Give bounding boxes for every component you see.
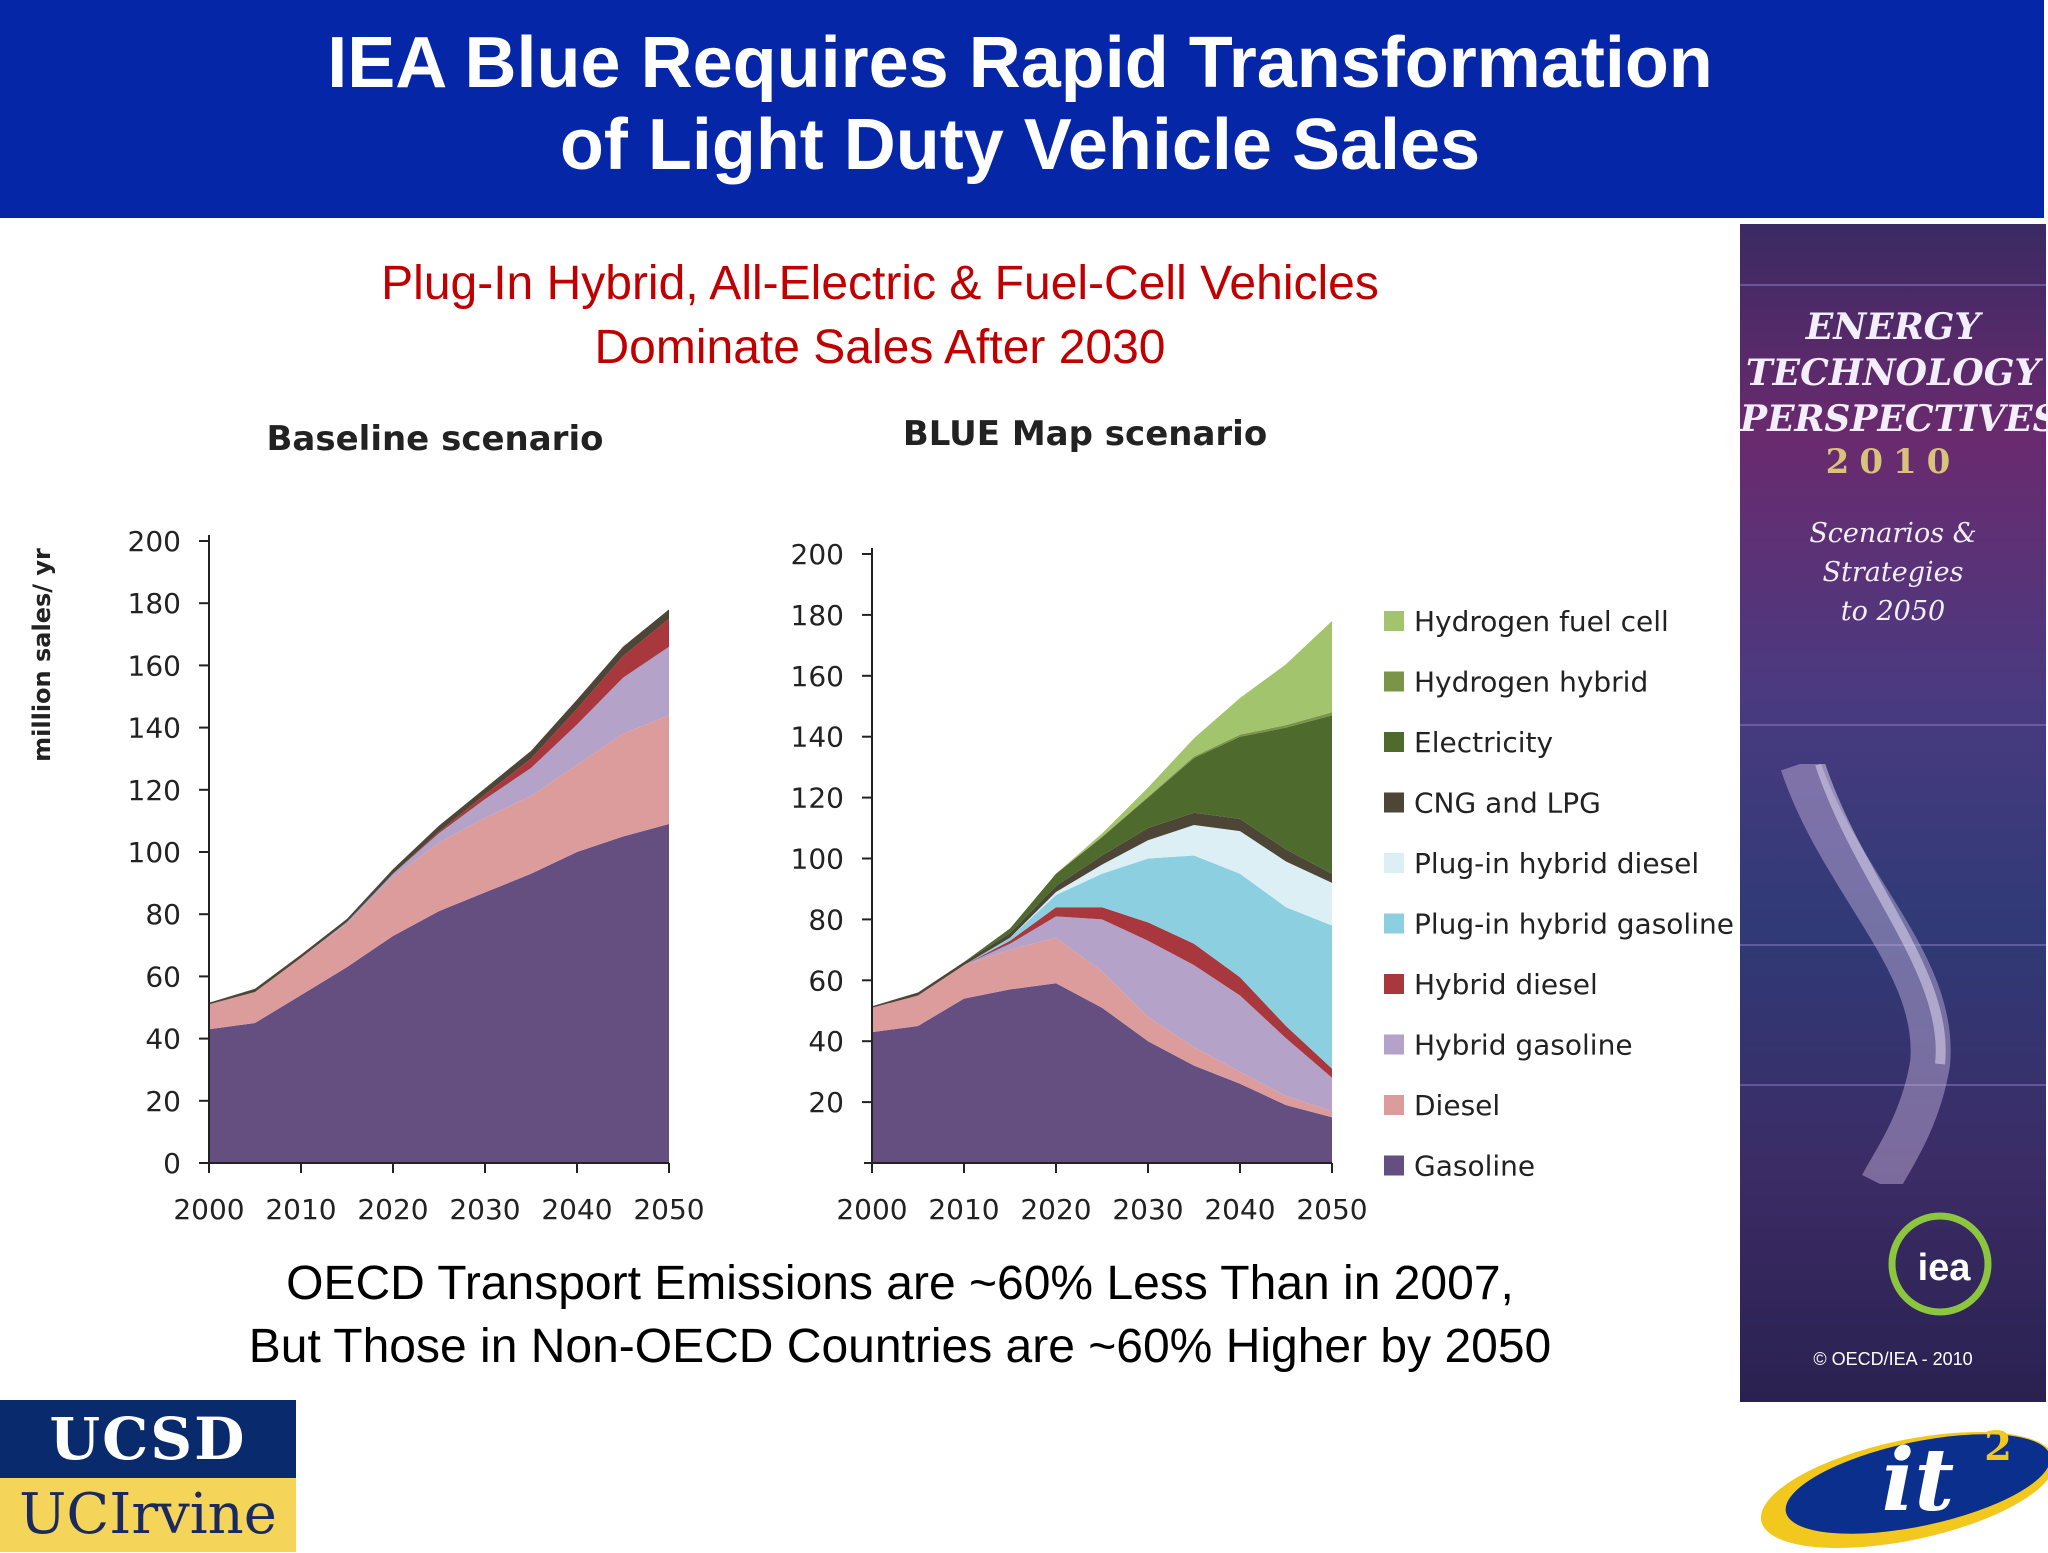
- legend-label-plug-in-hybrid-gasoline: Plug-in hybrid gasoline: [1414, 908, 1734, 941]
- legend-swatch-gasoline: [1384, 1155, 1404, 1176]
- x-tick-label-2000-chart1: 2000: [173, 1193, 244, 1226]
- y-axis-label: million sales/ yr: [28, 548, 56, 762]
- y-tick-label-200-chart1: 200: [128, 525, 181, 558]
- slide-title: IEA Blue Requires Rapid Transformation o…: [40, 22, 2000, 186]
- y-tick-label-120-chart2: 120: [791, 782, 844, 815]
- legend-swatch-hydrogen-fuel-cell: [1384, 611, 1404, 631]
- x-tick-label-2040-chart1: 2040: [541, 1193, 612, 1226]
- y-tick-label-200-chart2: 200: [791, 538, 844, 571]
- legend-swatch-plug-in-hybrid-diesel: [1384, 853, 1404, 873]
- area-hybrid-diesel-chart1: [209, 618, 669, 1005]
- x-tick-label-2050-chart2: 2050: [1296, 1193, 1367, 1226]
- legend-label-plug-in-hybrid-diesel: Plug-in hybrid diesel: [1414, 847, 1699, 880]
- cover-subtitle-line-1: Scenarios &: [1809, 518, 1977, 549]
- area-plug-in-hybrid-gasoline-chart2: [872, 855, 1332, 1069]
- cover-copyright: © OECD/IEA - 2010: [1813, 1349, 1973, 1369]
- cover-title-line-3: PERSPECTIVES: [1740, 398, 2046, 440]
- legend-label-hybrid-gasoline: Hybrid gasoline: [1414, 1029, 1633, 1062]
- y-tick-label-20-chart2: 20: [808, 1086, 844, 1119]
- book-cover-image: ENERGY TECHNOLOGY PERSPECTIVES 2010 Scen…: [1740, 224, 2046, 1402]
- area-hybrid-gasoline-chart2: [872, 916, 1332, 1112]
- x-tick-label-2020-chart2: 2020: [1020, 1193, 1091, 1226]
- iea-logo-text: iea: [1918, 1247, 1972, 1289]
- legend-swatch-diesel: [1384, 1095, 1404, 1115]
- x-tick-label-2030-chart2: 2030: [1112, 1193, 1183, 1226]
- it2-logo-superscript: 2: [1984, 1423, 2012, 1470]
- x-tick-label-2040-chart2: 2040: [1204, 1193, 1275, 1226]
- area-cng-and-lpg-chart1: [209, 609, 669, 1005]
- y-tick-label-160-chart1: 160: [128, 649, 181, 682]
- legend-swatch-hybrid-gasoline: [1384, 1034, 1404, 1055]
- y-tick-label-180-chart1: 180: [128, 587, 181, 620]
- area-diesel-chart1: [209, 715, 669, 1030]
- x-tick-label-2030-chart1: 2030: [449, 1193, 520, 1226]
- legend-label-hydrogen-fuel-cell: Hydrogen fuel cell: [1414, 605, 1669, 638]
- footer-note-line-1: OECD Transport Emissions are ~60% Less T…: [286, 1257, 1514, 1310]
- y-tick-label-60-chart2: 60: [808, 964, 844, 997]
- y-tick-label-120-chart1: 120: [128, 774, 181, 807]
- x-tick-label-2010-chart1: 2010: [265, 1193, 336, 1226]
- y-tick-label-80-chart2: 80: [808, 903, 844, 936]
- y-tick-label-0-chart1: 0: [163, 1147, 181, 1180]
- footer-note-line-2: But Those in Non-OECD Countries are ~60%…: [248, 1320, 1552, 1373]
- area-gasoline-chart2: [872, 983, 1332, 1163]
- y-tick-label-160-chart2: 160: [791, 660, 844, 693]
- legend-swatch-plug-in-hybrid-gasoline: [1384, 913, 1404, 934]
- y-tick-label-100-chart1: 100: [128, 836, 181, 869]
- subtitle-line-2: Dominate Sales After 2030: [594, 321, 1166, 374]
- area-gasoline-chart1: [209, 824, 669, 1163]
- legend-swatch-hydrogen-hybrid: [1384, 671, 1404, 692]
- y-tick-label-80-chart1: 80: [145, 898, 181, 931]
- subtitle-line-1: Plug-In Hybrid, All-Electric & Fuel-Cell…: [381, 257, 1379, 310]
- slide-subtitle: Plug-In Hybrid, All-Electric & Fuel-Cell…: [180, 252, 1580, 380]
- x-tick-label-2020-chart1: 2020: [357, 1193, 428, 1226]
- legend-label-electricity: Electricity: [1414, 726, 1553, 759]
- y-tick-label-180-chart2: 180: [791, 599, 844, 632]
- slide-title-line-2: of Light Duty Vehicle Sales: [559, 105, 1481, 185]
- area-hybrid-diesel-chart2: [872, 907, 1332, 1078]
- area-hybrid-gasoline-chart1: [209, 646, 669, 1005]
- x-tick-label-2050-chart1: 2050: [633, 1193, 704, 1226]
- y-tick-label-140-chart1: 140: [128, 712, 181, 745]
- x-tick-label-2010-chart2: 2010: [928, 1193, 999, 1226]
- legend-label-hydrogen-hybrid: Hydrogen hybrid: [1414, 666, 1648, 699]
- cover-swirl-graphic: [1781, 764, 1951, 1184]
- x-tick-label-2000-chart2: 2000: [836, 1193, 907, 1226]
- legend-swatch-electricity: [1384, 732, 1404, 752]
- it2-logo: it 2: [1760, 1423, 2048, 1549]
- y-tick-label-40-chart2: 40: [808, 1025, 844, 1058]
- it2-logo-text: it: [1882, 1430, 1954, 1531]
- cover-subtitle-line-2: Strategies: [1822, 557, 1964, 588]
- chart-title-1: Baseline scenario: [267, 419, 604, 459]
- chart-legend: Hydrogen fuel cell Hydrogen hybrid Electri…: [1384, 605, 1734, 1183]
- cover-title-line-2: TECHNOLOGY: [1745, 352, 2041, 394]
- title-banner: IEA Blue Requires Rapid Transformation o…: [0, 0, 2044, 218]
- ucsd-uci-logo: UCSD UCIrvine: [0, 1400, 296, 1552]
- cover-title-line-1: ENERGY: [1805, 306, 1981, 348]
- iea-logo: iea: [1888, 1212, 1992, 1316]
- y-tick-label-20-chart1: 20: [145, 1085, 181, 1118]
- y-tick-label-140-chart2: 140: [791, 721, 844, 754]
- chart-title-2: BLUE Map scenario: [903, 414, 1267, 454]
- area-diesel-chart2: [872, 937, 1332, 1118]
- y-tick-label-40-chart1: 40: [145, 1023, 181, 1056]
- footer-note: OECD Transport Emissions are ~60% Less T…: [100, 1252, 1700, 1378]
- legend-label-gasoline: Gasoline: [1414, 1150, 1535, 1183]
- cover-subtitle-line-3: to 2050: [1840, 596, 1946, 627]
- slide-title-line-1: IEA Blue Requires Rapid Transformation: [327, 23, 1713, 103]
- legend-swatch-cng-and-lpg: [1384, 792, 1404, 813]
- legend-label-diesel: Diesel: [1414, 1089, 1500, 1122]
- y-tick-label-60-chart1: 60: [145, 960, 181, 993]
- legend-swatch-hybrid-diesel: [1384, 974, 1404, 994]
- uci-logo-text: UCIrvine: [0, 1478, 296, 1552]
- y-tick-label-100-chart2: 100: [791, 843, 844, 876]
- area-electricity-chart2: [872, 715, 1332, 1007]
- legend-label-cng-and-lpg: CNG and LPG: [1414, 787, 1601, 820]
- cover-year: 2010: [1825, 442, 1961, 482]
- legend-label-hybrid-diesel: Hybrid diesel: [1414, 968, 1598, 1001]
- ucsd-logo-text: UCSD: [0, 1400, 296, 1478]
